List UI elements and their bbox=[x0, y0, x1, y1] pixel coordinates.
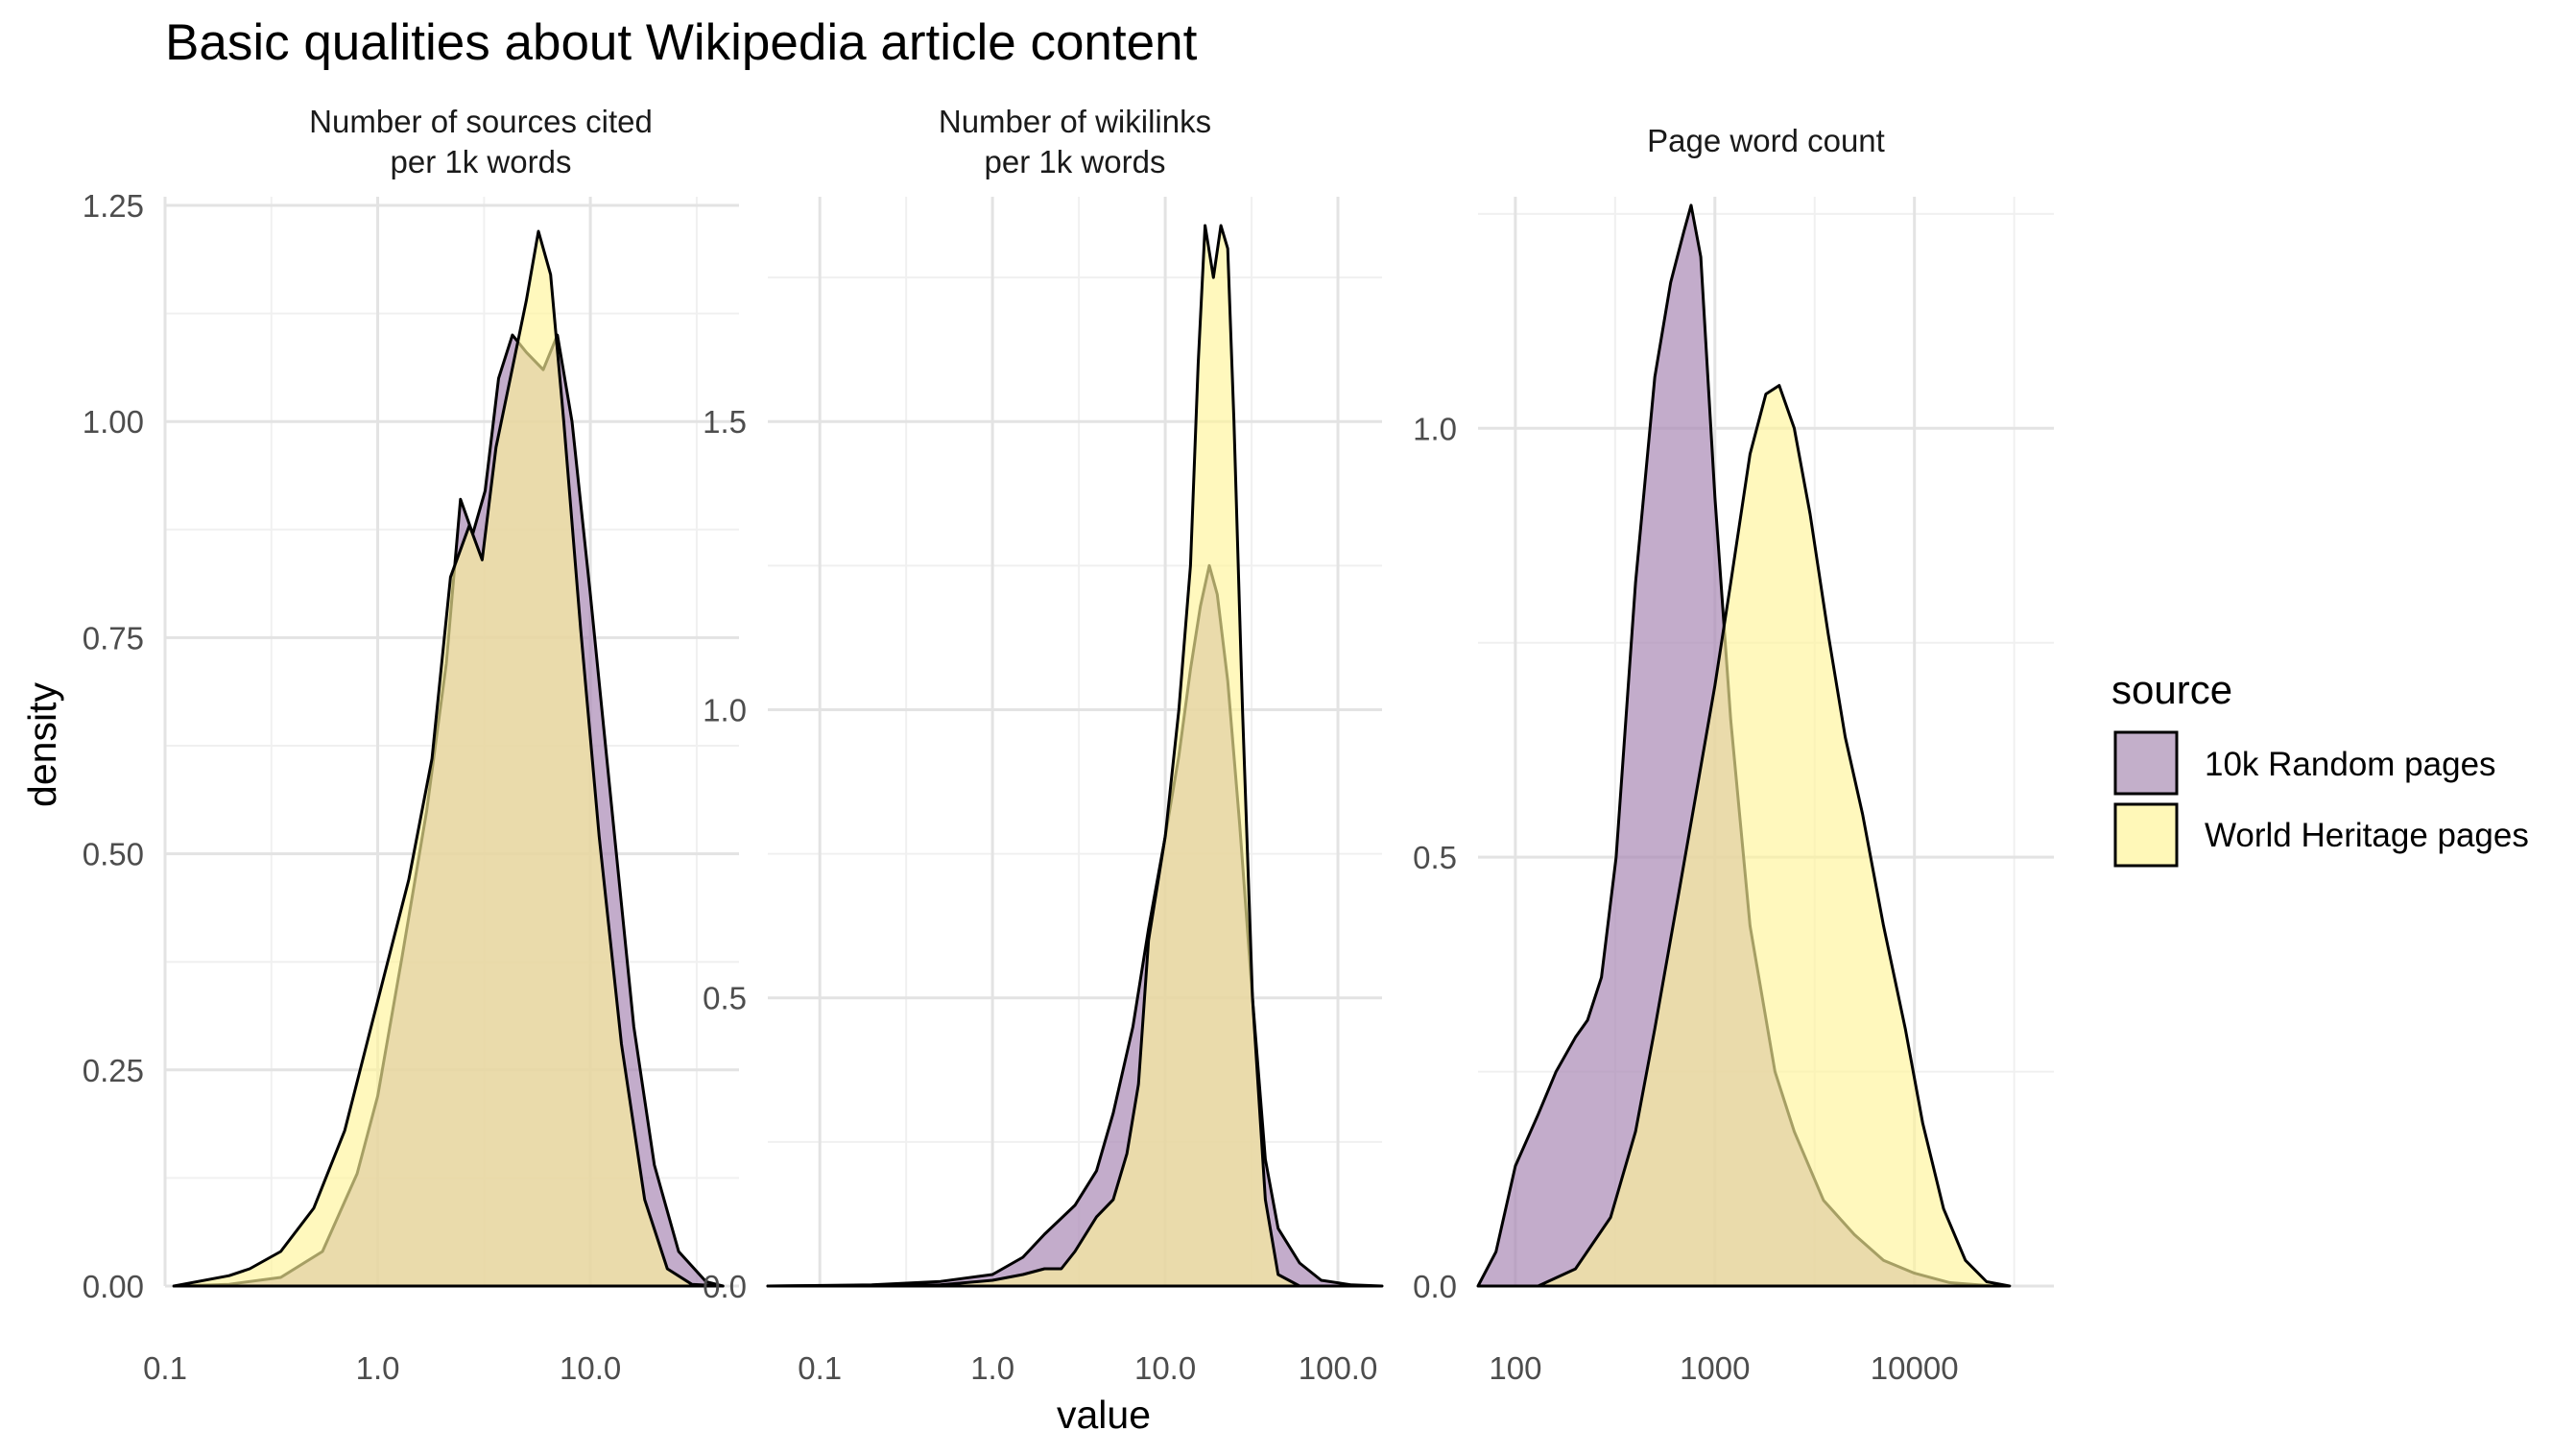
y-tick-label: 0.50 bbox=[83, 837, 144, 872]
y-tick-label: 1.0 bbox=[1413, 411, 1457, 446]
x-tick-label: 10.0 bbox=[1134, 1350, 1196, 1386]
y-tick-label: 0.00 bbox=[83, 1269, 144, 1304]
legend-label-heritage: World Heritage pages bbox=[2205, 817, 2529, 854]
y-tick-label: 0.0 bbox=[703, 1269, 747, 1304]
x-tick-label: 10000 bbox=[1871, 1350, 1959, 1386]
x-tick-label: 100 bbox=[1489, 1350, 1541, 1386]
panel-1: 0.00 0.25 0.50 0.75 1.00 1.25 0.1 1.0 10.0 Number… bbox=[83, 104, 739, 1386]
y-axis-title: density bbox=[20, 682, 64, 807]
chart-title: Basic qualities about Wikipedia article … bbox=[165, 14, 1198, 71]
panel-strip-title: Number of wikilinks bbox=[939, 104, 1211, 139]
x-tick-label: 1.0 bbox=[356, 1350, 400, 1386]
y-tick-label: 0.25 bbox=[83, 1053, 144, 1088]
y-tick-label: 0.5 bbox=[703, 981, 747, 1016]
panel-2: 0.0 0.5 1.0 1.5 0.1 1.0 10.0 100.0 Number of wik… bbox=[703, 104, 1384, 1386]
y-tick-label: 1.5 bbox=[703, 404, 747, 440]
panel-3: 0.0 0.5 1.0 100 1000 10000 Page word count bbox=[1413, 123, 2054, 1386]
x-tick-label: 0.1 bbox=[798, 1350, 842, 1386]
y-tick-label: 1.25 bbox=[83, 188, 144, 224]
density-area-heritage bbox=[172, 229, 725, 1288]
legend-swatch-random bbox=[2113, 730, 2179, 796]
panel-strip-title: per 1k words bbox=[391, 144, 572, 179]
y-tick-label: 1.00 bbox=[83, 404, 144, 440]
legend-swatch-heritage bbox=[2113, 802, 2179, 868]
legend-label-random: 10k Random pages bbox=[2205, 746, 2496, 783]
legend-title: source bbox=[2111, 667, 2232, 712]
panel-strip-title: Page word count bbox=[1647, 123, 1885, 158]
legend: source 10k Random pages World Heritage p… bbox=[2111, 667, 2529, 868]
x-axis-title: value bbox=[1057, 1393, 1151, 1437]
x-tick-label: 0.1 bbox=[143, 1350, 187, 1386]
x-tick-label: 100.0 bbox=[1299, 1350, 1378, 1386]
x-tick-label: 1.0 bbox=[970, 1350, 1014, 1386]
y-tick-label: 1.0 bbox=[703, 692, 747, 727]
y-tick-label: 0.5 bbox=[1413, 840, 1457, 875]
panels-layer: 0.00 0.25 0.50 0.75 1.00 1.25 0.1 1.0 10.0 Number… bbox=[83, 104, 2054, 1386]
y-tick-label: 0.75 bbox=[83, 620, 144, 655]
panel-strip-title: per 1k words bbox=[985, 144, 1166, 179]
density-area-heritage bbox=[766, 224, 1301, 1288]
x-tick-label: 10.0 bbox=[560, 1350, 621, 1386]
x-tick-label: 1000 bbox=[1680, 1350, 1750, 1386]
panel-strip-title: Number of sources cited bbox=[309, 104, 653, 139]
density-area-heritage bbox=[1537, 384, 2012, 1288]
y-tick-label: 0.0 bbox=[1413, 1269, 1457, 1304]
